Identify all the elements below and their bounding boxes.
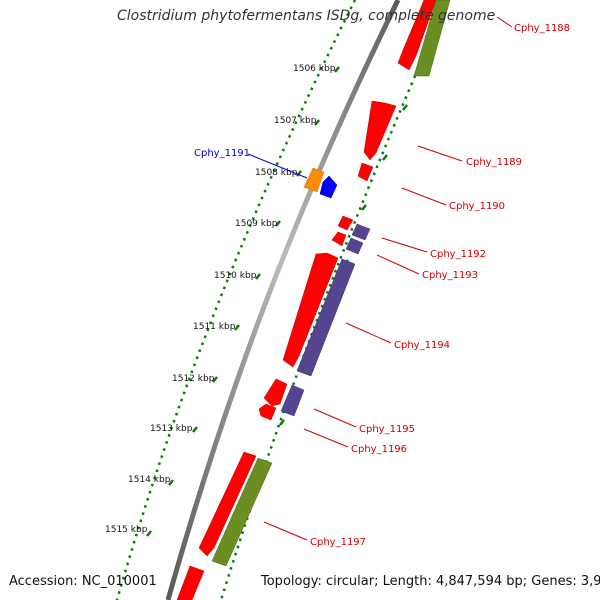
- gene-cphy-1193[interactable]: [345, 237, 364, 255]
- gene-feature-green-bottom[interactable]: [211, 457, 273, 567]
- scale-dash: [296, 170, 302, 177]
- gene-cphy-1195-red[interactable]: [263, 378, 288, 407]
- leader-line: [376, 254, 420, 275]
- scale-dash: [234, 324, 240, 331]
- gene-cphy-1191[interactable]: [319, 175, 338, 199]
- scale-label: 1510 kbp: [214, 271, 257, 281]
- gene-label-cphy-1194[interactable]: Cphy_1194: [394, 340, 450, 351]
- scale-dash: [146, 530, 152, 537]
- gene-label-cphy-1196[interactable]: Cphy_1196: [351, 444, 407, 455]
- scale-label: 1513 kbp: [150, 424, 193, 434]
- leader-line: [417, 145, 463, 162]
- gene-cphy-1197-red[interactable]: [198, 451, 257, 557]
- leader-line: [381, 237, 428, 253]
- gene-cphy-1193-red[interactable]: [331, 231, 347, 247]
- gene-cphy-1188[interactable]: [397, 0, 437, 71]
- gene-cphy-1194-red[interactable]: [282, 252, 339, 368]
- scale-label: 1514 kbp: [128, 475, 171, 485]
- scale-label: 1507 kbp: [274, 116, 317, 126]
- gene-label-cphy-1193[interactable]: Cphy_1193: [422, 270, 478, 281]
- gene-cphy-1192-red[interactable]: [337, 215, 354, 231]
- leader-line: [247, 153, 308, 179]
- leader-lines: [247, 16, 513, 541]
- gene-feature-green-top[interactable]: [413, 0, 451, 77]
- leader-line: [263, 521, 308, 541]
- tick-ring-outer-path: [115, 0, 357, 600]
- scale-dash: [279, 419, 285, 426]
- tick-ring-inner: [219, 0, 450, 600]
- gene-label-cphy-1188[interactable]: Cphy_1188: [514, 23, 570, 34]
- scale-dash: [382, 154, 388, 161]
- tick-ring-inner-path: [219, 0, 450, 600]
- scale-label: 1512 kbp: [172, 374, 215, 384]
- scale-labels: 1506 kbp 1507 kbp 1508 kbp 1509 kbp 1510…: [105, 64, 336, 535]
- gene-label-cphy-1195[interactable]: Cphy_1195: [359, 424, 415, 435]
- scale-label: 1509 kbp: [235, 219, 278, 229]
- scale-dash: [255, 273, 261, 280]
- leader-line: [401, 187, 447, 206]
- gene-labels: Cphy_1188 Cphy_1189 Cphy_1190 Cphy_1191 …: [194, 23, 570, 548]
- scale-label: 1506 kbp: [293, 64, 336, 74]
- scale-dash: [334, 66, 340, 73]
- genome-backbone: [165, 0, 401, 600]
- gene-cphy-1189[interactable]: [363, 100, 397, 161]
- gene-cphy-1190[interactable]: [357, 162, 374, 182]
- gene-cphy-1196[interactable]: [258, 403, 277, 421]
- scale-dash: [361, 204, 367, 211]
- scale-label: 1515 kbp: [105, 525, 148, 535]
- scale-dash: [402, 104, 408, 111]
- scale-dash: [212, 376, 218, 383]
- scale-label: 1511 kbp: [193, 322, 236, 332]
- gene-label-cphy-1192[interactable]: Cphy_1192: [430, 249, 486, 260]
- scale-dashes-outer: [146, 66, 340, 537]
- leader-line: [303, 428, 349, 448]
- scale-dash: [314, 119, 320, 126]
- gene-cphy-1195[interactable]: [280, 384, 305, 417]
- scale-label: 1508 kbp: [255, 168, 298, 178]
- tick-ring-outer: [115, 0, 357, 600]
- scale-dash: [275, 220, 281, 227]
- gene-cphy-1191-orange[interactable]: [303, 167, 325, 193]
- leader-line: [313, 408, 357, 428]
- gene-label-cphy-1191[interactable]: Cphy_1191: [194, 148, 250, 159]
- leader-line: [345, 322, 392, 344]
- leader-line: [496, 16, 513, 28]
- genome-summary-text: Topology: circular; Length: 4,847,594 bp…: [261, 574, 600, 589]
- gene-label-cphy-1190[interactable]: Cphy_1190: [449, 201, 505, 212]
- accession-text: Accession: NC_010001: [9, 574, 157, 589]
- gene-features: [176, 0, 451, 600]
- gene-label-cphy-1189[interactable]: Cphy_1189: [466, 157, 522, 168]
- scale-dash: [168, 479, 174, 486]
- scale-dash: [192, 426, 198, 433]
- gene-feature-red-bottom[interactable]: [176, 565, 205, 600]
- genome-title: Clostridium phytofermentans ISDg, comple…: [117, 8, 496, 24]
- gene-cphy-1194[interactable]: [296, 258, 356, 377]
- gene-label-cphy-1197[interactable]: Cphy_1197: [310, 537, 366, 548]
- gene-cphy-1192[interactable]: [351, 223, 371, 241]
